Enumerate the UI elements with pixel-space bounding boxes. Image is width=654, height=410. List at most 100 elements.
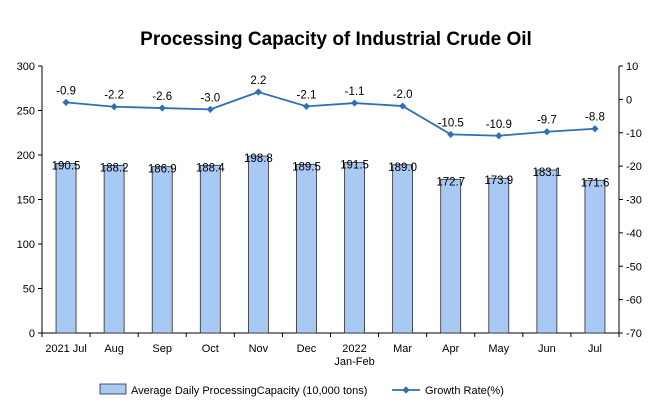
y-left-tick-label: 300 xyxy=(17,61,35,73)
x-tick-label: Jun xyxy=(538,343,556,355)
line-point-marker xyxy=(62,98,70,106)
line-point-marker xyxy=(158,104,166,112)
x-tick-label: 2022 Jan-Feb xyxy=(334,343,374,368)
y-right-tick-label: 0 xyxy=(626,94,632,106)
bar-value-label: 191.5 xyxy=(340,160,369,172)
x-tick-label: Oct xyxy=(202,343,219,355)
bar-value-label: 198.8 xyxy=(244,153,273,165)
legend-bar-swatch xyxy=(99,383,127,395)
x-tick-label: Apr xyxy=(442,343,459,355)
bar xyxy=(247,155,269,334)
x-tick-label: 2021 Jul xyxy=(45,343,87,355)
bar xyxy=(103,165,125,334)
x-tick-label-line: Dec xyxy=(297,343,317,355)
y-left-tick-label: 200 xyxy=(17,150,35,162)
x-tick-label-line: 2021 Jul xyxy=(45,343,87,355)
line-point-marker xyxy=(206,105,214,113)
x-tick-label-line: Mar xyxy=(393,343,412,355)
bar-value-label: 186.9 xyxy=(148,164,177,176)
y-right-tick-label: -70 xyxy=(626,328,642,340)
x-tick-label-line: May xyxy=(488,343,509,355)
bar xyxy=(584,179,606,334)
bar xyxy=(440,178,462,334)
axes: 0 50 100 150 200 250 300 -70 -60 -50 -40 -30 -20 -10 0… xyxy=(17,61,642,368)
y-right-tick-label: -30 xyxy=(626,195,642,207)
x-tick-label-line: Jun xyxy=(538,343,556,355)
y-right-tick-label: -50 xyxy=(626,261,642,273)
x-tick-label: Sep xyxy=(152,343,172,355)
y-left-tick-label: 250 xyxy=(17,106,35,118)
line-value-label: -10.5 xyxy=(438,117,464,129)
y-left-tick-label: 50 xyxy=(23,284,35,296)
line-value-label: -0.9 xyxy=(56,85,76,97)
line-point-marker xyxy=(495,132,503,140)
bar xyxy=(344,162,365,334)
line-point-marker xyxy=(110,103,118,111)
y-right-tick-label: -20 xyxy=(626,161,642,173)
x-tick-label: Mar xyxy=(393,343,412,355)
data-labels: 190.5 188.2 186.9 188.4 198.8 189.5 191.5 189.0… xyxy=(52,75,610,189)
line-value-label: -1.1 xyxy=(345,86,365,98)
x-tick-label-line: Aug xyxy=(104,343,124,355)
bar-value-label: 172.7 xyxy=(436,176,465,188)
x-tick-label-line: Jan-Feb xyxy=(334,356,374,368)
bar-value-label: 173.9 xyxy=(484,175,513,187)
line-point-marker xyxy=(350,99,359,107)
bar xyxy=(199,164,221,334)
bar xyxy=(392,164,414,334)
x-tick-label-line: Sep xyxy=(152,343,172,355)
x-tick-label: May xyxy=(488,343,509,355)
line-point-marker xyxy=(543,128,551,136)
bar-series xyxy=(55,155,606,334)
chart-title: Processing Capacity of Industrial Crude … xyxy=(140,29,532,50)
legend-line-label: Growth Rate(%) xyxy=(425,385,504,397)
legend: Average Daily ProcessingCapacity (10,000… xyxy=(99,383,504,397)
line-value-label: -2.1 xyxy=(297,89,317,101)
line-point-marker xyxy=(399,102,407,110)
line-value-label: -10.9 xyxy=(486,119,512,131)
x-tick-label-line: 2022 xyxy=(342,343,366,355)
line-point-marker xyxy=(254,88,262,96)
y-right-tick-label: -60 xyxy=(626,295,642,307)
bar xyxy=(151,166,173,334)
bar-value-label: 190.5 xyxy=(52,160,81,172)
y-right-tick-label: -10 xyxy=(626,128,642,140)
line-point-marker xyxy=(447,130,455,139)
bar xyxy=(536,169,558,334)
y-right-tick-label: -40 xyxy=(626,228,642,240)
bar-value-label: 188.2 xyxy=(100,163,129,175)
line-value-label: -2.6 xyxy=(152,91,172,103)
x-tick-label-line: Nov xyxy=(249,343,269,355)
x-tick-label-line: Oct xyxy=(202,343,219,355)
line-value-label: -9.7 xyxy=(537,115,557,127)
x-tick-label: Dec xyxy=(297,343,317,355)
bar-value-label: 171.6 xyxy=(581,177,610,189)
bar-value-label: 189.5 xyxy=(292,161,321,173)
bar xyxy=(488,177,510,334)
y-left-tick-label: 100 xyxy=(17,239,35,251)
x-tick-label-line: Jul xyxy=(588,343,602,355)
line-series xyxy=(62,88,599,140)
line-value-label: 2.2 xyxy=(250,75,266,87)
bar xyxy=(55,163,77,334)
x-tick-label: Aug xyxy=(104,343,124,355)
line-point-marker xyxy=(302,102,311,110)
line-value-label: -3.0 xyxy=(200,92,220,104)
bar-value-label: 183.1 xyxy=(532,167,561,179)
x-tick-label: Nov xyxy=(249,343,269,355)
x-tick-label-line: Apr xyxy=(442,343,459,355)
growth-rate-line xyxy=(65,91,596,137)
line-value-label: -2.2 xyxy=(104,90,124,102)
y-right-tick-label: 10 xyxy=(626,61,638,73)
bar-value-label: 188.4 xyxy=(196,162,225,174)
y-left-tick-label: 0 xyxy=(29,328,35,340)
line-value-label: -2.0 xyxy=(393,89,413,101)
y-left-tick-label: 150 xyxy=(17,195,35,207)
x-tick-label: Jul xyxy=(588,343,602,355)
legend-bar-label: Average Daily ProcessingCapacity (10,000… xyxy=(131,385,367,397)
bar xyxy=(296,163,317,334)
line-point-marker xyxy=(591,125,599,133)
legend-line-marker xyxy=(402,386,410,394)
line-value-label: -8.8 xyxy=(585,112,605,124)
